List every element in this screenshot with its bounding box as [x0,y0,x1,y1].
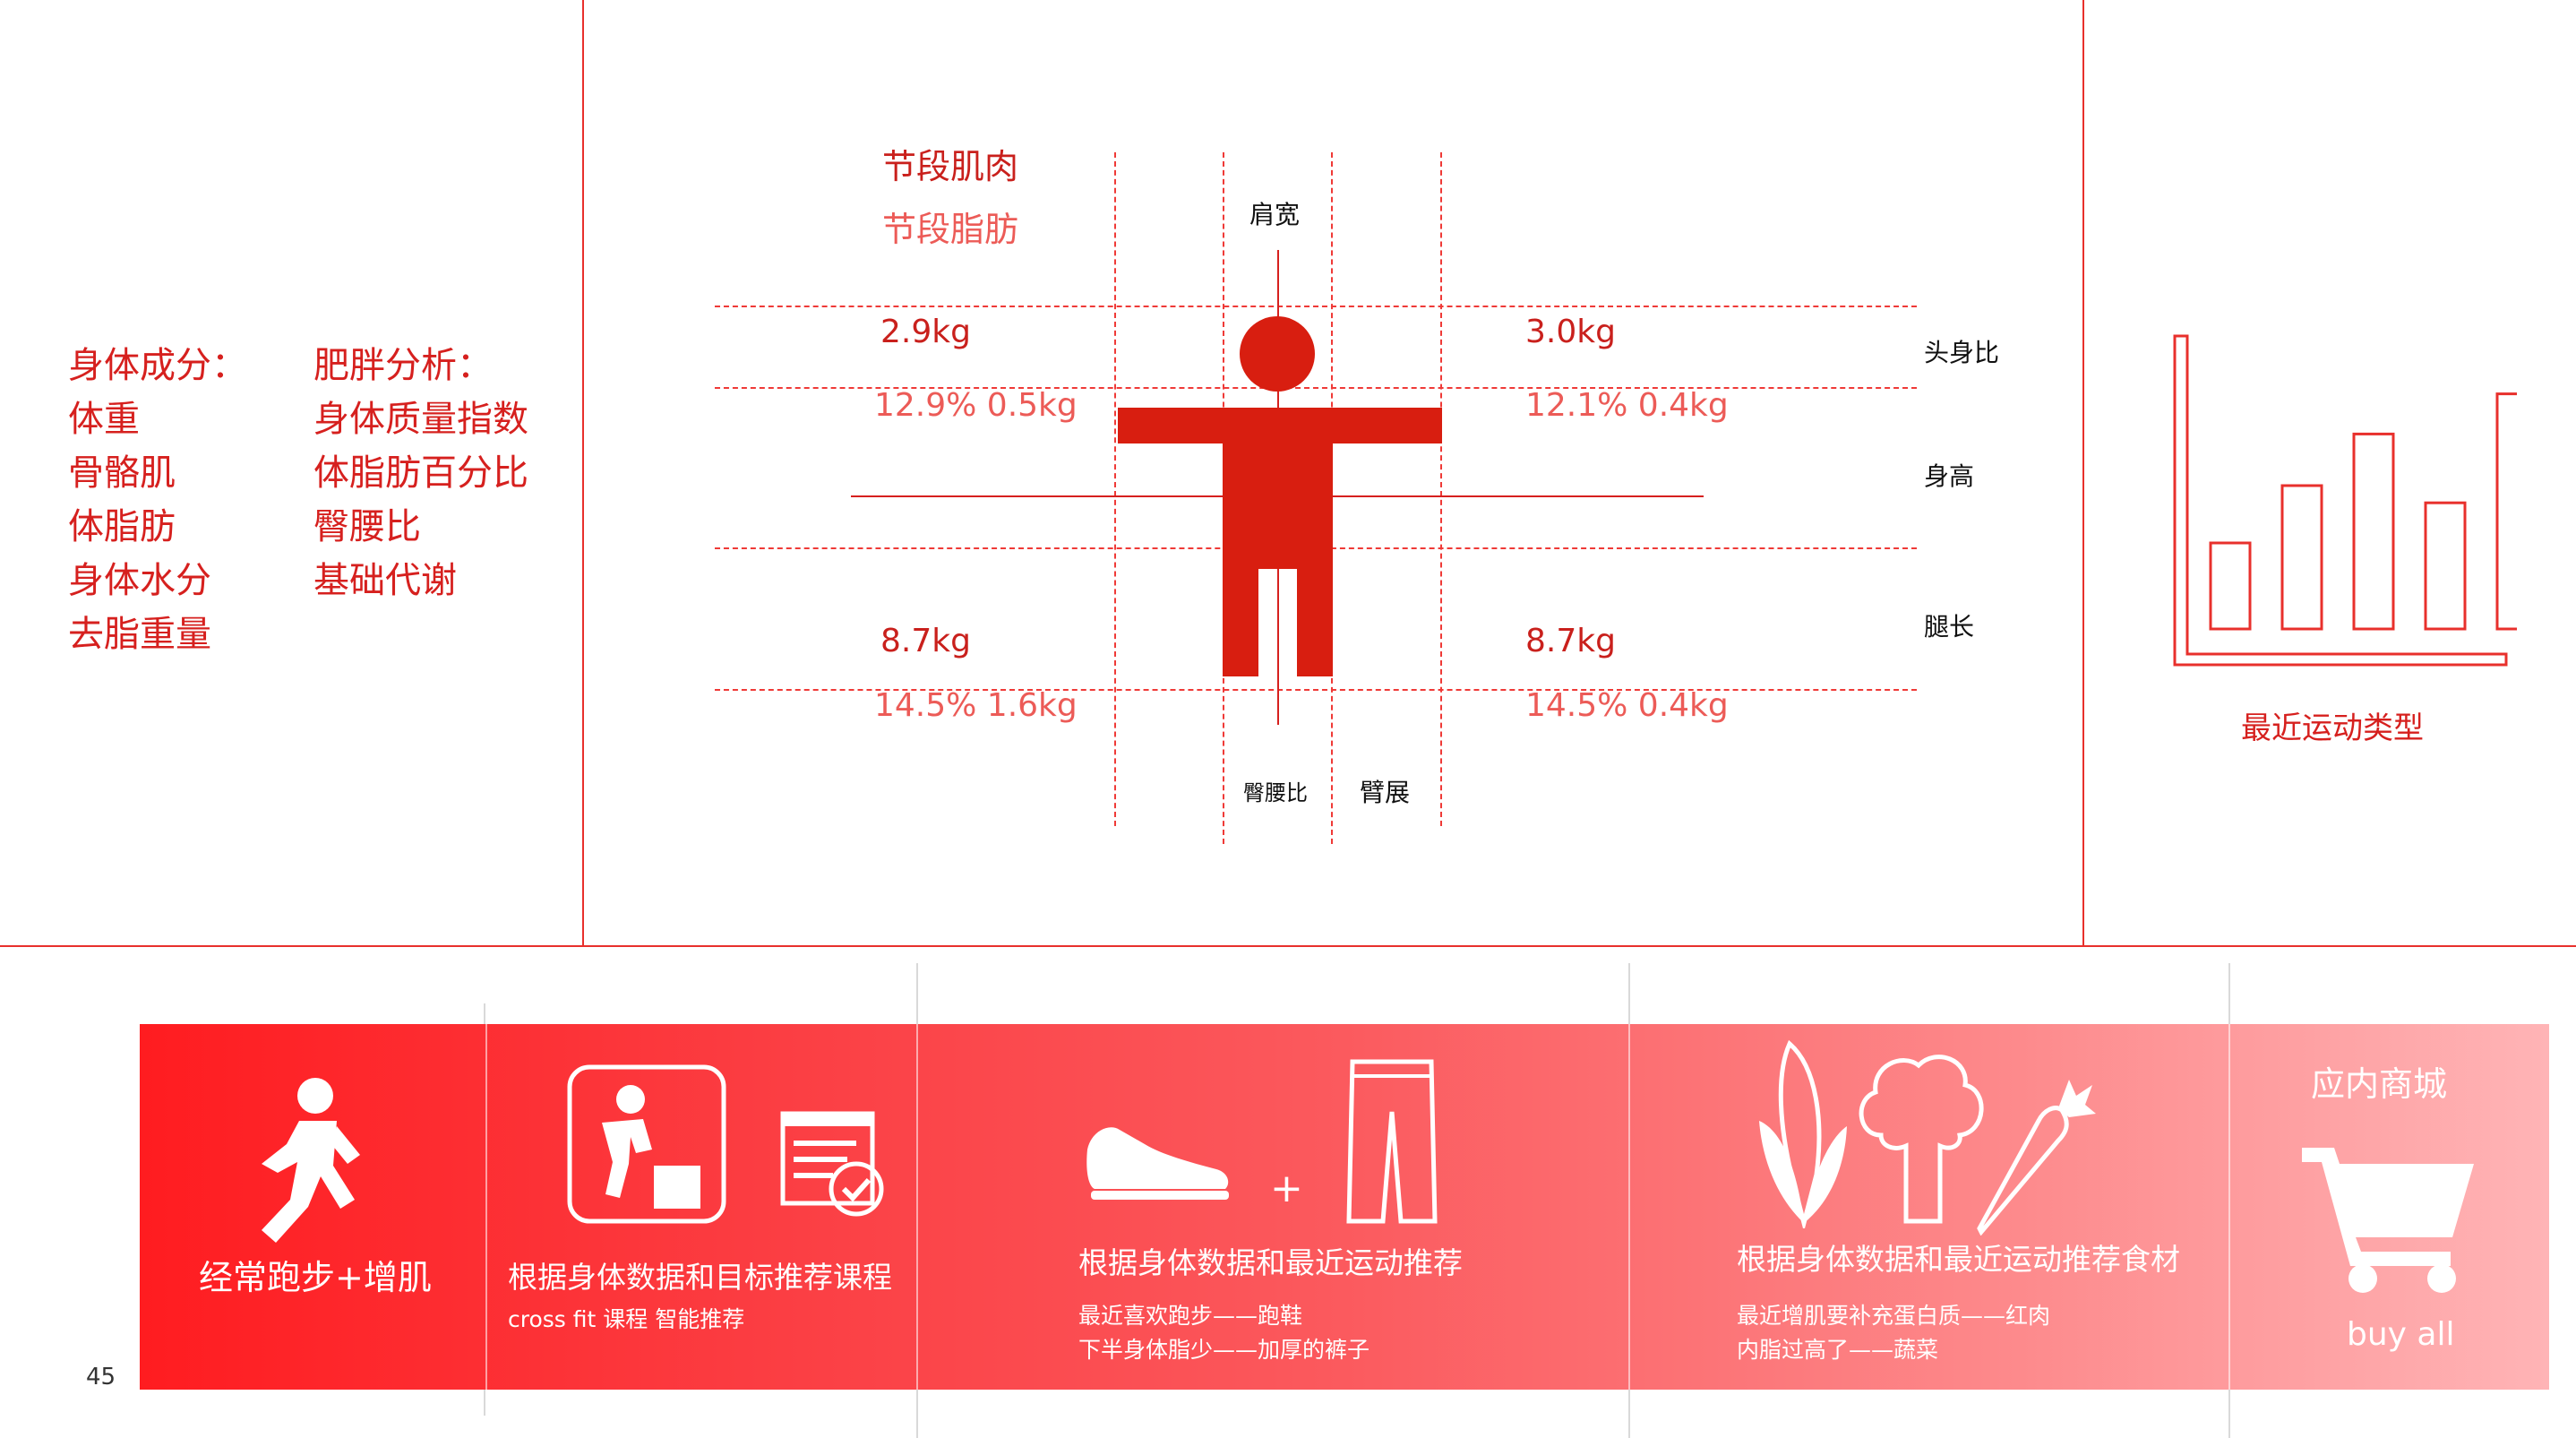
recommendation-banner: 经常跑步+增肌 根据身体数据和目标推荐课程 cross fit 课程 智能推荐 … [140,1024,2549,1390]
list-item: 身体质量指数 [313,399,528,440]
banner-divider [916,1024,918,1390]
banner-divider [485,1024,487,1390]
guide-line [1114,152,1116,826]
body-composition-heading: 身体成分： [68,345,247,386]
gear-line-1: 最近喜欢跑步——跑鞋 [1078,1303,1303,1329]
banner-divider [1628,1024,1630,1390]
lower-right-muscle: 8.7kg [1525,623,1616,659]
guide-line [715,689,1917,691]
label-leg-length: 腿长 [1924,612,1975,642]
plus-sign: + [1270,1166,1303,1211]
divider-horizontal [0,945,2576,947]
list-item: 臀腰比 [313,506,421,547]
checklist-icon [780,1111,884,1217]
label-height: 身高 [1924,461,1975,491]
chart-bar [2209,541,2252,631]
broccoli-icon [1859,1055,1984,1224]
list-item: 基础代谢 [313,560,457,601]
carrot-icon [1977,1080,2096,1236]
gear-line-2: 下半身体脂少——加厚的裤子 [1078,1337,1370,1363]
box-jump-icon [567,1064,726,1224]
pants-icon [1346,1059,1438,1224]
upper-left-muscle: 2.9kg [880,314,971,350]
label-waist-hip-ratio: 臀腰比 [1243,780,1308,805]
legend-segment-fat: 节段脂肪 [882,210,1019,249]
list-item: 体脂肪 [68,506,176,547]
course-subtitle: cross fit 课程 智能推荐 [508,1306,745,1332]
label-head-body-ratio: 头身比 [1924,338,2000,367]
sneaker-icon [1086,1127,1229,1200]
shop-title: 应内商城 [2311,1064,2448,1104]
lower-right-fat: 14.5% 0.4kg [1525,687,1729,724]
corn-icon [1759,1040,1847,1228]
label-arm-span: 臂展 [1360,778,1411,807]
guide-line [715,387,1917,389]
banner-divider [2228,1024,2230,1390]
chart-bar [2424,501,2467,631]
label-shoulder-width: 肩宽 [1249,200,1301,229]
running-label: 经常跑步+增肌 [199,1258,432,1297]
guide-line [1440,152,1442,826]
divider-left [582,0,584,947]
chart-bar [2280,484,2323,631]
list-item: 骨骼肌 [68,452,176,494]
food-line-1: 最近增肌要补充蛋白质——红肉 [1737,1303,2051,1329]
buy-all-button[interactable]: buy all [2347,1316,2455,1353]
food-title: 根据身体数据和最近运动推荐食材 [1737,1242,2180,1277]
guide-line [715,306,1917,307]
chart-bar [2352,432,2395,631]
gear-title: 根据身体数据和最近运动推荐 [1078,1245,1463,1280]
lower-left-muscle: 8.7kg [880,623,971,659]
list-item: 体脂肪百分比 [313,452,528,494]
list-item: 体重 [68,399,140,440]
human-figure-icon [1118,316,1442,676]
list-item: 身体水分 [68,560,211,601]
upper-right-muscle: 3.0kg [1525,314,1616,350]
divider-right [2082,0,2084,947]
upper-left-fat: 12.9% 0.5kg [874,387,1078,424]
list-item: 去脂重量 [68,614,211,655]
obesity-analysis-heading: 肥胖分析： [313,345,493,386]
recent-exercise-label: 最近运动类型 [2241,710,2424,746]
page-number: 45 [86,1364,116,1391]
food-line-2: 内脂过高了——蔬菜 [1737,1337,1939,1363]
lower-left-fat: 14.5% 1.6kg [874,687,1078,724]
bar-chart-icon [2173,334,2517,667]
course-title: 根据身体数据和目标推荐课程 [508,1260,892,1295]
obesity-analysis-list: 肥胖分析： 身体质量指数 体脂肪百分比 臀腰比 基础代谢 [313,339,528,607]
shopping-cart-icon[interactable] [2298,1133,2477,1295]
legend-segment-muscle: 节段肌肉 [882,147,1019,186]
body-composition-list: 身体成分： 体重 骨骼肌 体脂肪 身体水分 去脂重量 [68,339,247,661]
chart-bar [2495,392,2517,631]
chart-axis [2173,334,2508,667]
running-person-icon [262,1078,360,1243]
upper-right-fat: 12.1% 0.4kg [1525,387,1729,424]
